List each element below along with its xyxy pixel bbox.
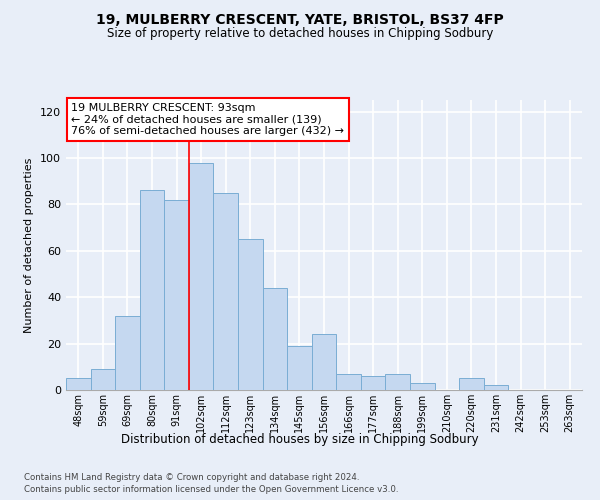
Bar <box>484 386 508 390</box>
Text: 19, MULBERRY CRESCENT, YATE, BRISTOL, BS37 4FP: 19, MULBERRY CRESCENT, YATE, BRISTOL, BS… <box>96 12 504 26</box>
Bar <box>214 193 238 390</box>
Bar <box>91 369 115 390</box>
Bar <box>385 374 410 390</box>
Bar <box>361 376 385 390</box>
Bar <box>410 383 434 390</box>
Bar <box>287 346 312 390</box>
Bar <box>336 374 361 390</box>
Bar <box>164 200 189 390</box>
Y-axis label: Number of detached properties: Number of detached properties <box>25 158 34 332</box>
Text: Size of property relative to detached houses in Chipping Sodbury: Size of property relative to detached ho… <box>107 28 493 40</box>
Bar <box>140 190 164 390</box>
Text: Contains HM Land Registry data © Crown copyright and database right 2024.: Contains HM Land Registry data © Crown c… <box>24 472 359 482</box>
Bar <box>459 378 484 390</box>
Text: 19 MULBERRY CRESCENT: 93sqm
← 24% of detached houses are smaller (139)
76% of se: 19 MULBERRY CRESCENT: 93sqm ← 24% of det… <box>71 103 344 136</box>
Bar <box>312 334 336 390</box>
Bar <box>66 378 91 390</box>
Text: Contains public sector information licensed under the Open Government Licence v3: Contains public sector information licen… <box>24 485 398 494</box>
Bar <box>263 288 287 390</box>
Bar <box>115 316 140 390</box>
Bar <box>189 162 214 390</box>
Bar <box>238 239 263 390</box>
Text: Distribution of detached houses by size in Chipping Sodbury: Distribution of detached houses by size … <box>121 432 479 446</box>
